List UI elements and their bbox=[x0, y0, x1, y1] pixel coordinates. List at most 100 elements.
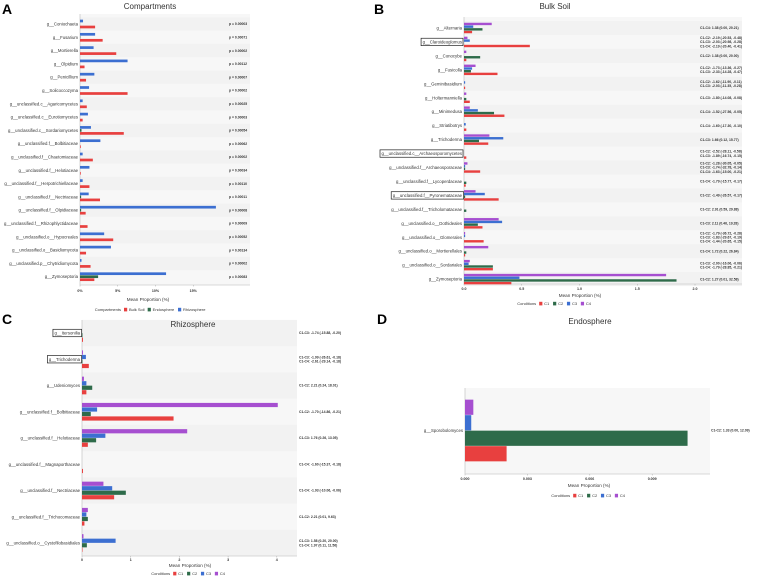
bar-bulk-soil bbox=[80, 185, 90, 188]
highlight-box bbox=[379, 149, 464, 158]
bar-c3 bbox=[82, 538, 116, 543]
stat-annotation: C1-C2: -2.52 (-28.11, -0.58) bbox=[700, 150, 742, 154]
bar-c4 bbox=[464, 92, 467, 95]
bar-bulk-soil bbox=[80, 158, 93, 162]
category-label: g__unclassified.f__Tricholomataceae bbox=[391, 207, 462, 212]
stat-annotation: C1-C4: -2.61 (-29.14, -0.18) bbox=[299, 360, 341, 364]
chart-title: Bulk Soil bbox=[539, 2, 570, 11]
row-stripe bbox=[80, 43, 250, 58]
bar-c2 bbox=[464, 111, 495, 115]
bar-c4 bbox=[82, 376, 84, 381]
bar-bulk-soil bbox=[80, 211, 86, 215]
category-label: g__Claroideoglomus bbox=[423, 39, 462, 44]
category-label: g__Zymoseptoria bbox=[429, 277, 463, 282]
category-label: g__unclassified.o__Dothideales bbox=[401, 221, 462, 226]
bar-rhizosphere bbox=[80, 19, 84, 23]
legend-swatch bbox=[187, 571, 191, 576]
bar-c1 bbox=[464, 114, 505, 117]
bar-c2 bbox=[464, 97, 467, 101]
stat-annotation: p = 0.00003 bbox=[229, 22, 247, 26]
bar-c2 bbox=[465, 430, 688, 446]
stat-annotation: C1-C3: 1.76 (0.26, 13.05) bbox=[299, 436, 338, 440]
bar-c2 bbox=[464, 195, 466, 198]
bar-c2 bbox=[464, 70, 471, 73]
legend-swatch bbox=[566, 301, 571, 306]
stat-annotation: p = 0.00083 bbox=[229, 275, 247, 279]
bar-c2 bbox=[464, 279, 677, 282]
bar-c1 bbox=[82, 468, 83, 474]
stat-annotation: C1-C2: 2.91 (0.59, 29.88) bbox=[700, 208, 739, 212]
bar-c2 bbox=[82, 516, 88, 522]
bar-c4 bbox=[464, 232, 466, 235]
x-tick-label: 0% bbox=[77, 289, 83, 293]
bar-bulk-soil bbox=[80, 92, 128, 95]
category-label: g__Trichoderma bbox=[431, 137, 463, 142]
category-label: g__unclassified.c__Archaeosporomycetes bbox=[382, 151, 463, 156]
bar-c1 bbox=[82, 363, 89, 369]
bar-c4 bbox=[464, 106, 470, 109]
bar-c4 bbox=[464, 64, 476, 67]
bar-c3 bbox=[464, 81, 466, 84]
bar-c2 bbox=[464, 28, 483, 31]
stat-annotation: p = 0.00009 bbox=[229, 222, 247, 226]
bar-c1 bbox=[464, 226, 483, 229]
panel-a: A Compartments 0% 5% 10% 15% Mean Proportion (… bbox=[2, 1, 250, 312]
row-stripe bbox=[82, 477, 297, 504]
stat-annotation: p = 0.00008 bbox=[229, 208, 247, 212]
category-label: g__Striatibotrys bbox=[432, 123, 462, 128]
stat-annotation: C1-C4: 1.72 (0.22, 26.84) bbox=[700, 249, 739, 253]
bar-c2 bbox=[464, 209, 467, 212]
legend-label: C1 bbox=[178, 571, 184, 576]
bar-c4 bbox=[464, 36, 468, 40]
bar-bulk-soil bbox=[80, 78, 87, 82]
bar-c3 bbox=[464, 276, 520, 279]
bar-c2 bbox=[82, 411, 91, 417]
category-label: g__Penicillium bbox=[50, 75, 78, 80]
legend-label: C3 bbox=[606, 493, 612, 498]
highlight-box bbox=[390, 191, 464, 200]
legend-swatch bbox=[573, 493, 577, 498]
stat-annotation: C1-C2: -1.79 (-36.72, -0.28) bbox=[700, 231, 742, 235]
bar-c1 bbox=[82, 337, 83, 342]
bar-c3 bbox=[464, 109, 478, 112]
legend-title: Conditions bbox=[551, 493, 570, 498]
row-stripe bbox=[80, 176, 250, 191]
bar-c1 bbox=[464, 58, 467, 62]
bar-rhizosphere bbox=[80, 59, 128, 63]
bar-bulk-soil bbox=[80, 52, 117, 55]
bar-c1 bbox=[82, 495, 115, 500]
bar-c3 bbox=[82, 486, 113, 491]
stat-annotation: C1-C3: -2.00 (-16.06, -0.06) bbox=[700, 261, 742, 265]
category-label: g__Alternaria bbox=[436, 26, 462, 31]
stat-annotation: p = 0.00054 bbox=[229, 129, 247, 133]
bar-c1 bbox=[464, 184, 466, 187]
legend-swatch bbox=[539, 301, 543, 306]
category-label: g__Coniochaeta bbox=[47, 22, 79, 27]
stat-annotation: C1-C3: -1.89 (-16.74, -0.15) bbox=[700, 154, 742, 158]
stat-annotation: C1-C3: -1.80 (-14.08, -0.08) bbox=[700, 96, 742, 100]
bar-c4 bbox=[464, 273, 667, 277]
bar-c2 bbox=[464, 251, 467, 254]
category-label: g__Minimedusa bbox=[432, 109, 463, 114]
panel-letter: A bbox=[2, 1, 12, 17]
bar-bulk-soil bbox=[80, 145, 81, 149]
bar-c3 bbox=[464, 234, 466, 238]
legend-label: C2 bbox=[192, 571, 198, 576]
stat-annotation: C1-C4: -1.52 (-27.56, -0.05) bbox=[700, 110, 742, 114]
legend-title: Conditions bbox=[517, 301, 536, 306]
x-tick-label: 0.003 bbox=[523, 477, 532, 481]
category-label: g__unclassified.f__Chaetomiaceae bbox=[11, 155, 78, 160]
stat-annotation: p = 0.00052 bbox=[229, 235, 247, 239]
x-tick-label: 0.0 bbox=[462, 287, 467, 291]
stat-annotation: p = 0.00003 bbox=[229, 115, 247, 119]
category-label: g__unclassified.o__Cystofilobasidiales bbox=[6, 541, 80, 546]
category-label: g__unclassified.o__Sordariales bbox=[402, 263, 462, 268]
bar-c1 bbox=[82, 390, 87, 395]
x-tick-label: 10% bbox=[152, 289, 160, 293]
bar-c1 bbox=[465, 446, 507, 462]
bar-c4 bbox=[82, 402, 278, 408]
row-stripe bbox=[82, 424, 297, 452]
category-label: g__unclassified.f__Rhizophlyctidaceae bbox=[4, 221, 79, 226]
bar-rhizosphere bbox=[80, 205, 216, 209]
